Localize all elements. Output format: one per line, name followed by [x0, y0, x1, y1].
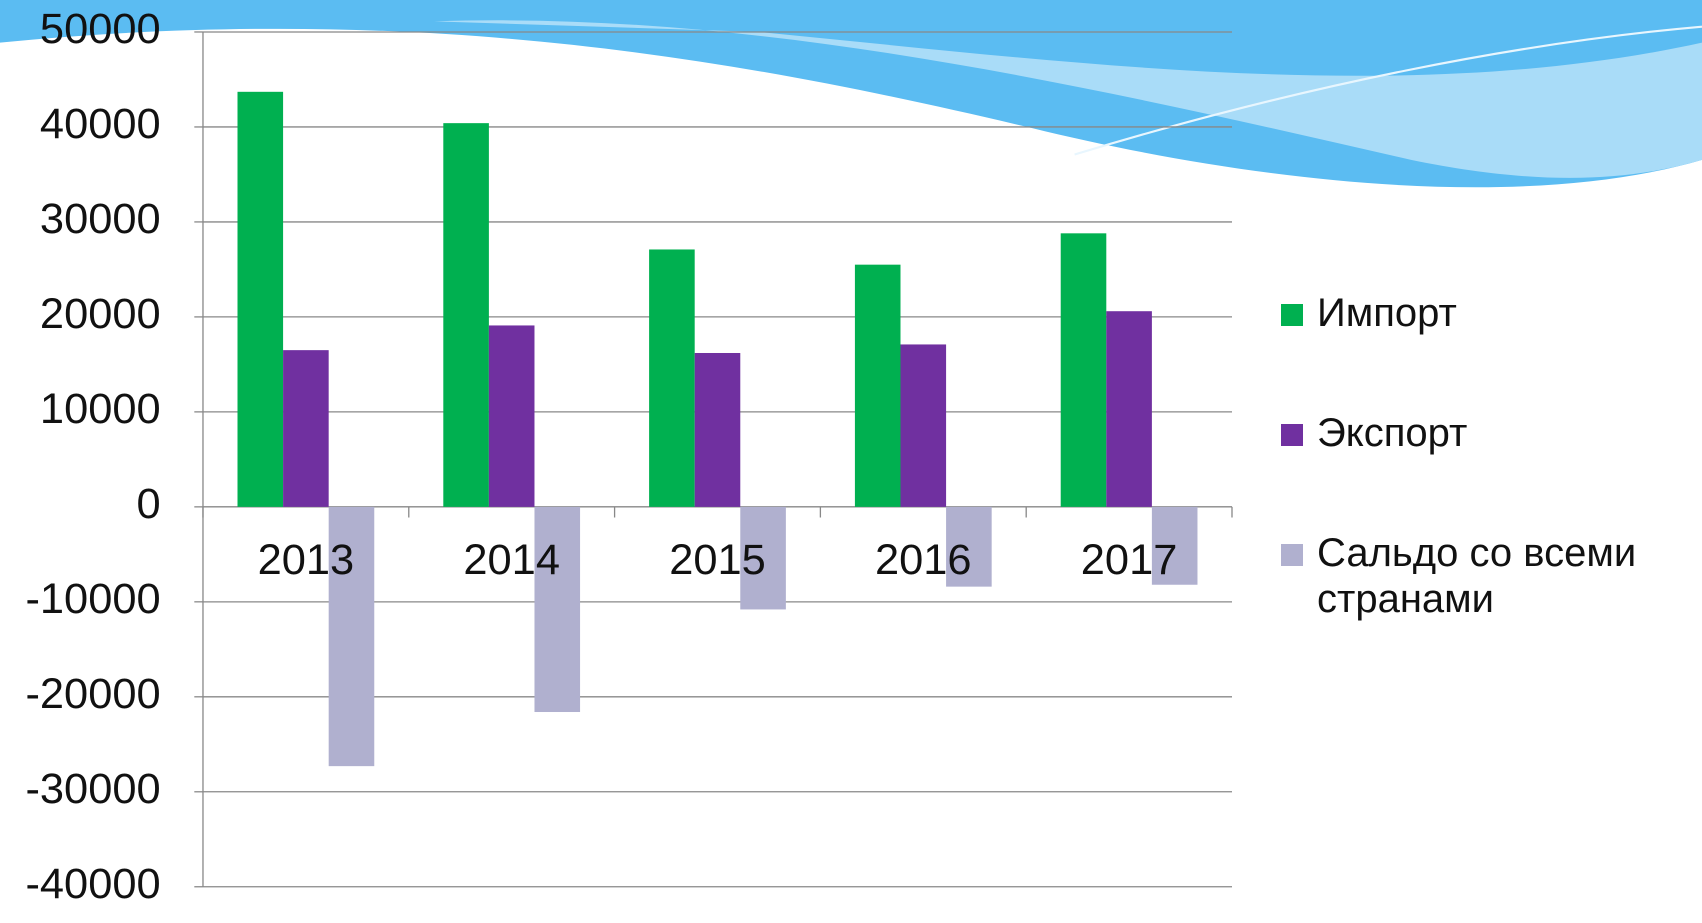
- bar: [443, 123, 489, 507]
- y-tick-label: 20000: [40, 291, 161, 339]
- x-tick-label: 2015: [669, 536, 766, 584]
- y-tick-label: -20000: [25, 670, 160, 718]
- y-tick-label: -30000: [25, 765, 160, 813]
- x-tick-label: 2013: [258, 536, 355, 584]
- legend-swatch: [1281, 304, 1303, 326]
- y-tick-label: -40000: [25, 860, 160, 908]
- legend-label: Экспорт: [1317, 411, 1467, 455]
- x-tick-label: 2017: [1081, 536, 1178, 584]
- legend-label: Импорт: [1317, 291, 1457, 335]
- legend-item: Сальдо со всеми странами: [1281, 530, 1702, 622]
- legend-swatch: [1281, 544, 1303, 566]
- bar: [237, 92, 283, 507]
- y-tick-label: 0: [136, 480, 160, 528]
- bar: [695, 353, 741, 507]
- bar: [1061, 233, 1107, 507]
- bar: [855, 265, 901, 507]
- legend-item: Экспорт: [1281, 410, 1702, 456]
- x-tick-label: 2014: [463, 536, 560, 584]
- y-tick-label: 50000: [40, 6, 161, 54]
- bar: [900, 344, 946, 506]
- legend-label: Сальдо со всеми странами: [1317, 531, 1636, 621]
- y-tick-label: -10000: [25, 575, 160, 623]
- y-tick-label: 10000: [40, 385, 161, 433]
- legend-swatch: [1281, 424, 1303, 446]
- y-tick-label: 30000: [40, 196, 161, 244]
- page: -40000 -30000 -20000 -10000 0 10000 20000 30000…: [0, 0, 1702, 923]
- bar: [649, 249, 695, 506]
- y-tick-label: 40000: [40, 101, 161, 149]
- legend-item: Импорт: [1281, 290, 1702, 336]
- bar: [283, 350, 329, 507]
- x-tick-label: 2016: [875, 536, 972, 584]
- legend: Импорт Экспорт Сальдо со всеми странами: [1281, 290, 1702, 696]
- bar: [1106, 311, 1152, 507]
- bar: [489, 325, 535, 506]
